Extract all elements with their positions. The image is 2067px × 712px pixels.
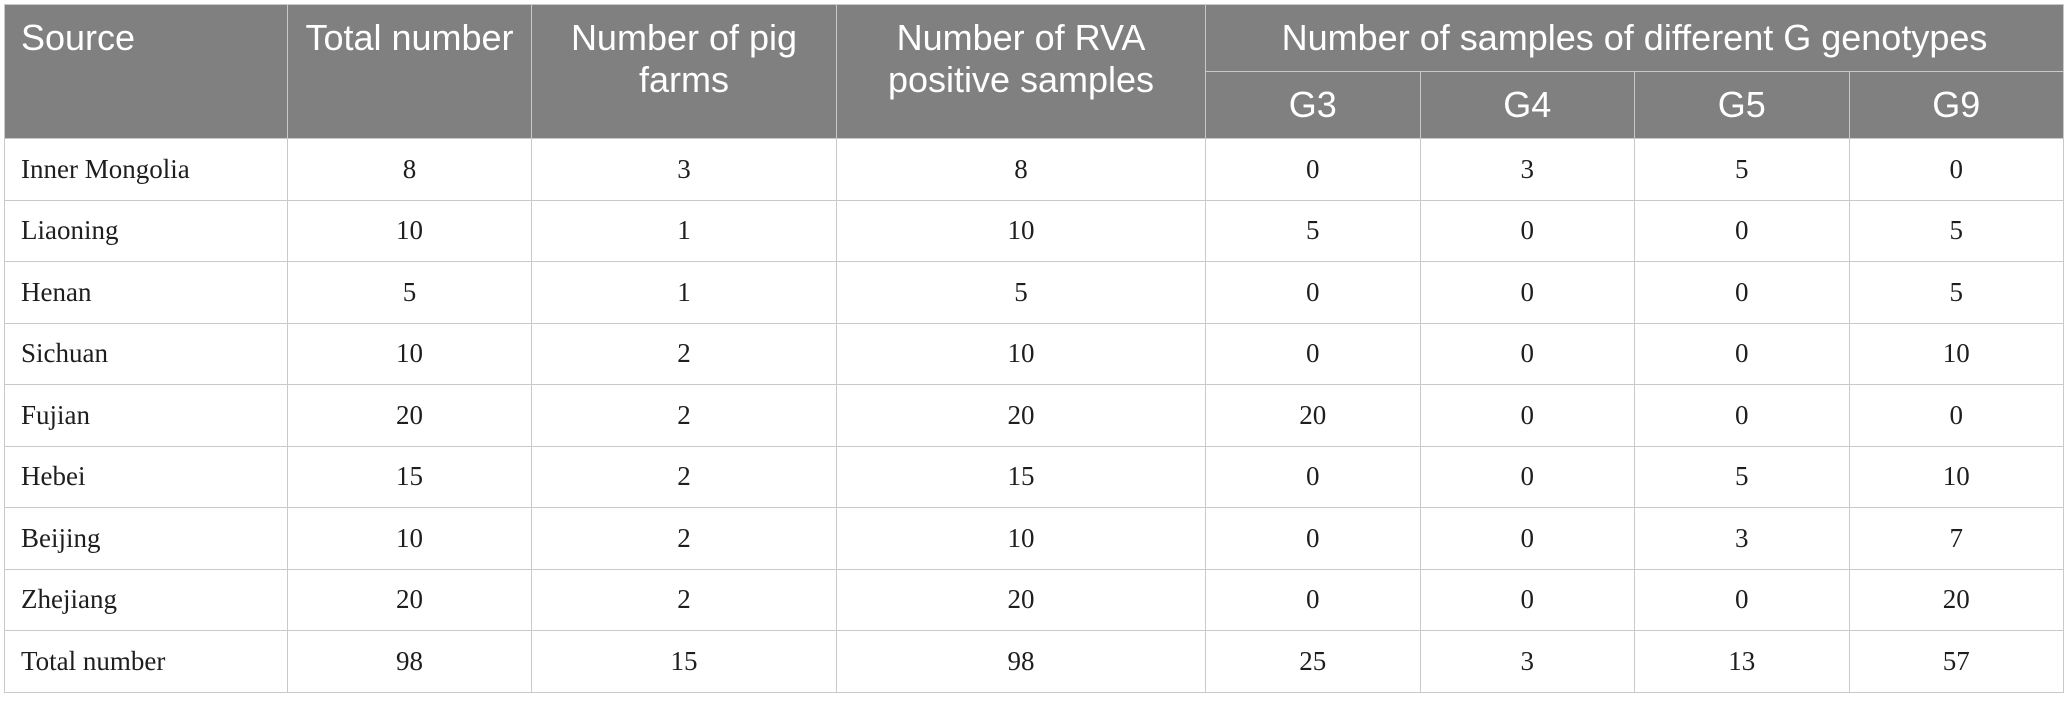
- cell-farms: 15: [531, 630, 837, 693]
- table-body: Inner Mongolia 8 3 8 0 3 5 0 Liaoning 10…: [4, 138, 2065, 693]
- header-genotype-g5: G5: [1634, 71, 1850, 139]
- cell-farms: 1: [531, 199, 837, 262]
- cell-g3: 0: [1205, 261, 1421, 324]
- cell-g4: 3: [1419, 138, 1635, 201]
- cell-farms: 2: [531, 322, 837, 385]
- cell-g5: 5: [1634, 445, 1850, 508]
- cell-g9: 57: [1848, 630, 2065, 693]
- table-row: Sichuan 10 2 10 0 0 0 10: [4, 322, 2065, 385]
- genotype-table-container: Source Total number Number of pig farms …: [4, 4, 2065, 693]
- cell-source: Sichuan: [4, 322, 288, 385]
- table-row: Inner Mongolia 8 3 8 0 3 5 0: [4, 138, 2065, 201]
- cell-farms: 2: [531, 507, 837, 570]
- cell-g4: 0: [1419, 445, 1635, 508]
- cell-total: 10: [287, 199, 532, 262]
- table-row: Liaoning 10 1 10 5 0 0 5: [4, 199, 2065, 262]
- cell-rva: 10: [836, 199, 1206, 262]
- cell-total: 5: [287, 261, 532, 324]
- cell-g5: 3: [1634, 507, 1850, 570]
- cell-g9: 5: [1848, 261, 2065, 324]
- cell-source: Beijing: [4, 507, 288, 570]
- cell-source: Hebei: [4, 445, 288, 508]
- cell-g3: 25: [1205, 630, 1421, 693]
- cell-source: Total number: [4, 630, 288, 693]
- header-genotype-g3: G3: [1205, 71, 1421, 139]
- cell-g9: 10: [1848, 322, 2065, 385]
- header-rva-positive: Number of RVA positive samples: [836, 4, 1206, 139]
- cell-g5: 0: [1634, 568, 1850, 631]
- cell-total: 8: [287, 138, 532, 201]
- cell-total: 15: [287, 445, 532, 508]
- table-row: Zhejiang 20 2 20 0 0 0 20: [4, 568, 2065, 631]
- cell-g5: 13: [1634, 630, 1850, 693]
- cell-rva: 98: [836, 630, 1206, 693]
- header-row-1: Source Total number Number of pig farms …: [4, 4, 2065, 139]
- cell-rva: 8: [836, 138, 1206, 201]
- table-header: Source Total number Number of pig farms …: [4, 4, 2065, 139]
- cell-g9: 0: [1848, 384, 2065, 447]
- cell-rva: 5: [836, 261, 1206, 324]
- genotype-table: Source Total number Number of pig farms …: [4, 4, 2065, 693]
- cell-g9: 0: [1848, 138, 2065, 201]
- cell-g4: 0: [1419, 507, 1635, 570]
- cell-farms: 1: [531, 261, 837, 324]
- cell-rva: 10: [836, 507, 1206, 570]
- cell-source: Henan: [4, 261, 288, 324]
- cell-rva: 15: [836, 445, 1206, 508]
- cell-farms: 2: [531, 568, 837, 631]
- cell-g4: 0: [1419, 261, 1635, 324]
- header-genotype-g4: G4: [1419, 71, 1635, 139]
- cell-total: 20: [287, 384, 532, 447]
- cell-farms: 2: [531, 384, 837, 447]
- header-genotype-g9: G9: [1848, 71, 2065, 139]
- cell-g5: 0: [1634, 322, 1850, 385]
- cell-rva: 20: [836, 568, 1206, 631]
- cell-g9: 5: [1848, 199, 2065, 262]
- cell-farms: 2: [531, 445, 837, 508]
- header-pig-farms: Number of pig farms: [531, 4, 837, 139]
- cell-g4: 3: [1419, 630, 1635, 693]
- cell-rva: 20: [836, 384, 1206, 447]
- cell-source: Inner Mongolia: [4, 138, 288, 201]
- header-source: Source: [4, 4, 288, 139]
- cell-g9: 20: [1848, 568, 2065, 631]
- cell-g9: 10: [1848, 445, 2065, 508]
- cell-total: 10: [287, 507, 532, 570]
- cell-g4: 0: [1419, 568, 1635, 631]
- cell-g5: 5: [1634, 138, 1850, 201]
- cell-g3: 0: [1205, 507, 1421, 570]
- table-row-total: Total number 98 15 98 25 3 13 57: [4, 630, 2065, 693]
- header-genotype-group: Number of samples of different G genotyp…: [1204, 4, 2065, 72]
- cell-g5: 0: [1634, 199, 1850, 262]
- cell-total: 98: [287, 630, 532, 693]
- cell-g4: 0: [1419, 199, 1635, 262]
- cell-source: Zhejiang: [4, 568, 288, 631]
- cell-g3: 0: [1205, 568, 1421, 631]
- cell-g4: 0: [1419, 384, 1635, 447]
- cell-total: 20: [287, 568, 532, 631]
- cell-source: Liaoning: [4, 199, 288, 262]
- table-row: Fujian 20 2 20 20 0 0 0: [4, 384, 2065, 447]
- table-row: Hebei 15 2 15 0 0 5 10: [4, 445, 2065, 508]
- header-total-number: Total number: [287, 4, 532, 139]
- cell-g4: 0: [1419, 322, 1635, 385]
- cell-rva: 10: [836, 322, 1206, 385]
- cell-g3: 20: [1205, 384, 1421, 447]
- cell-g5: 0: [1634, 384, 1850, 447]
- table-row: Henan 5 1 5 0 0 0 5: [4, 261, 2065, 324]
- cell-g3: 5: [1205, 199, 1421, 262]
- cell-g3: 0: [1205, 322, 1421, 385]
- cell-source: Fujian: [4, 384, 288, 447]
- cell-g5: 0: [1634, 261, 1850, 324]
- cell-g3: 0: [1205, 445, 1421, 508]
- cell-g3: 0: [1205, 138, 1421, 201]
- cell-total: 10: [287, 322, 532, 385]
- header-row-2: G3 G4 G5 G9: [5, 71, 2065, 139]
- table-row: Beijing 10 2 10 0 0 3 7: [4, 507, 2065, 570]
- cell-g9: 7: [1848, 507, 2065, 570]
- cell-farms: 3: [531, 138, 837, 201]
